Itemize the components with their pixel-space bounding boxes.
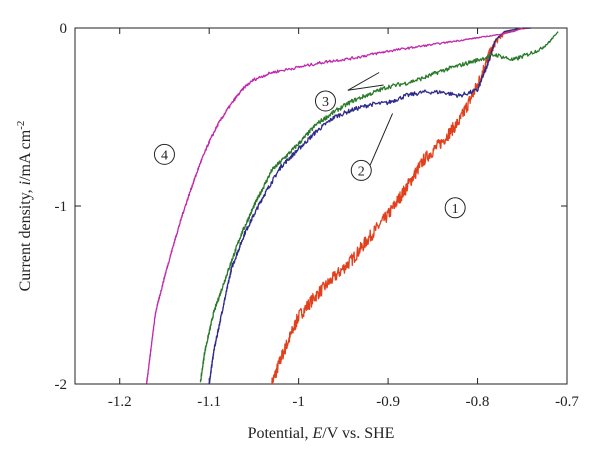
- y-tick-label: 0: [60, 21, 68, 37]
- leader-layer: [347, 72, 394, 166]
- y-axis-title-pre: Current density,: [17, 185, 34, 291]
- leader-line: [347, 84, 384, 91]
- series-marker-3: 3: [314, 90, 336, 112]
- marker-circle: [153, 143, 175, 165]
- leader-line: [369, 113, 394, 166]
- x-tick-label: -0.7: [555, 394, 579, 410]
- leader-line: [347, 72, 380, 91]
- y-tick-label: -2: [55, 377, 68, 393]
- plot-frame: [74, 27, 568, 385]
- x-axis-title-pre: Potential,: [248, 425, 313, 442]
- series-line-4: [145, 27, 523, 384]
- series-marker-2: 2: [350, 159, 372, 181]
- x-axis-title-italic: E: [311, 425, 322, 442]
- y-tick-label: -1: [55, 199, 68, 215]
- marker-label: 2: [358, 164, 365, 179]
- x-tick-label: -1.1: [197, 394, 221, 410]
- x-tick-label: -0.9: [376, 394, 400, 410]
- y-axis-title: Current density, i/mA cm-2: [15, 121, 34, 292]
- series-line-2: [208, 27, 532, 384]
- marker-circle: [444, 197, 466, 219]
- marker-label: 1: [452, 202, 459, 217]
- marker-label: 4: [161, 148, 168, 163]
- series-layer: [145, 27, 559, 384]
- x-axis-title-post: /V vs. SHE: [322, 425, 394, 442]
- x-axis-title: Potential, E/V vs. SHE: [248, 425, 395, 442]
- marker-label: 3: [322, 95, 329, 110]
- y-axis-title-sup: -2: [15, 121, 27, 130]
- x-tick-label: -1.2: [108, 394, 132, 410]
- series-line-1: [271, 27, 532, 384]
- x-tick-label: -0.8: [466, 394, 490, 410]
- marker-circle: [350, 159, 372, 181]
- marker-layer: 1 2 3 4: [153, 90, 466, 219]
- series-line-3: [199, 31, 559, 383]
- marker-circle: [314, 90, 336, 112]
- series-marker-4: 4: [153, 143, 175, 165]
- y-axis-title-italic: i: [17, 181, 34, 185]
- series-marker-1: 1: [444, 197, 466, 219]
- x-tick-label: -1: [292, 394, 305, 410]
- ticks: -1.2 -1.1 -1 -0.9 -0.8 -0.7 0 -1 -2: [55, 21, 580, 410]
- y-axis-title-post: /mA cm: [17, 129, 34, 181]
